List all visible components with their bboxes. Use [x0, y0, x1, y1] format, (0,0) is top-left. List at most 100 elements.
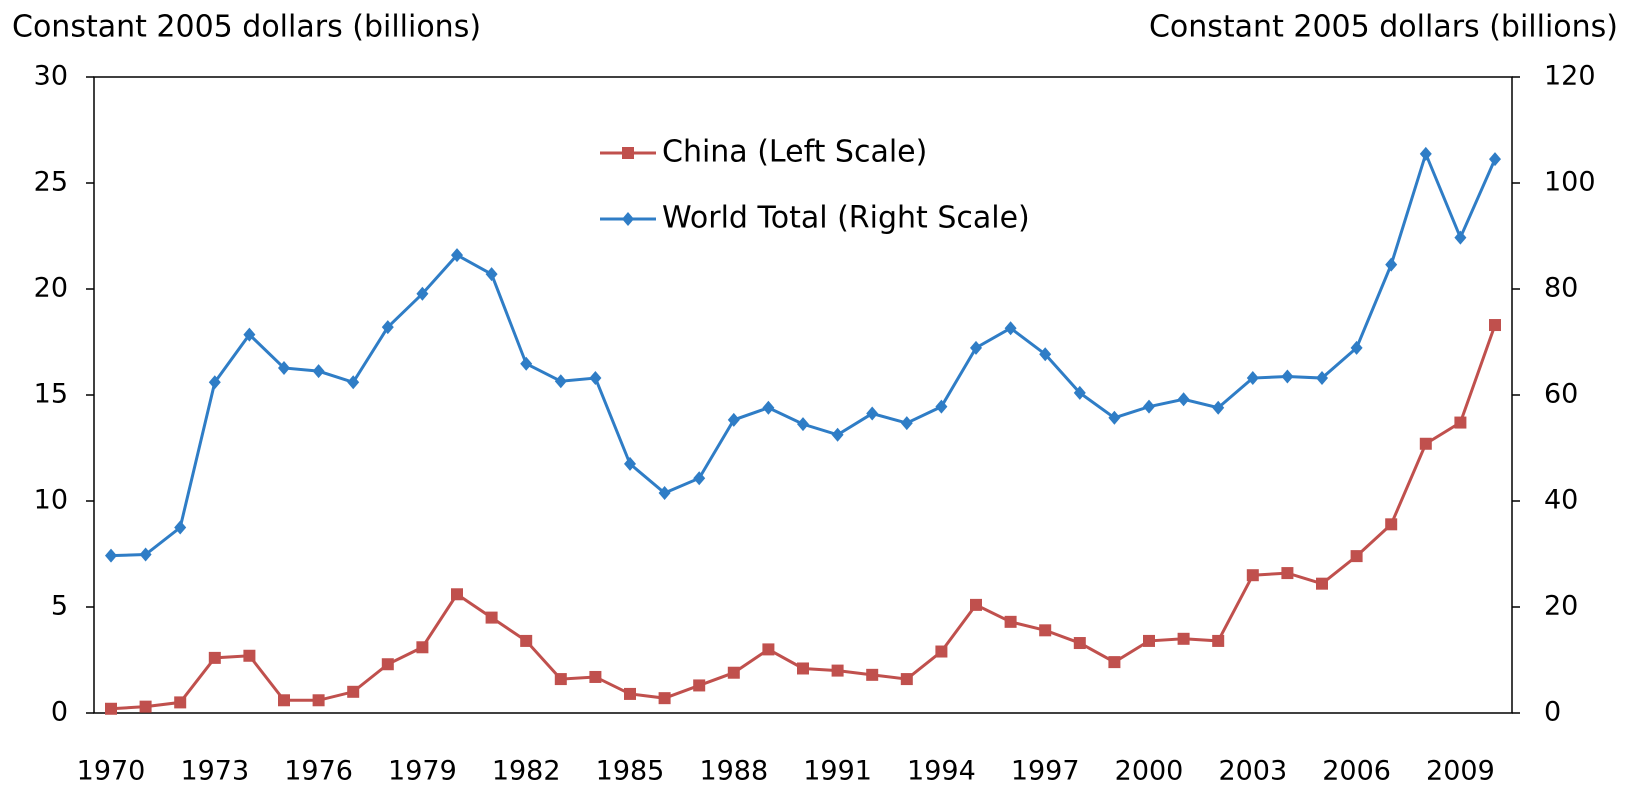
point	[1246, 371, 1259, 386]
y-tick-label: 20	[34, 273, 68, 304]
point	[797, 662, 809, 675]
point	[624, 456, 636, 471]
plot-area	[93, 76, 1513, 714]
point	[1489, 152, 1501, 167]
point	[900, 673, 913, 686]
y-tick-label: 5	[51, 591, 68, 622]
point	[416, 286, 429, 301]
y-tick-label: 15	[34, 379, 68, 410]
point	[866, 406, 879, 421]
point	[1316, 577, 1328, 590]
point	[727, 666, 740, 679]
point	[1073, 637, 1086, 650]
point	[1143, 634, 1155, 647]
point	[451, 248, 463, 263]
point	[381, 658, 394, 671]
legend-label: China (Left Scale)	[662, 135, 927, 170]
x-tick-label: 2000	[1115, 756, 1184, 787]
y2-tick-label: 0	[1544, 697, 1561, 728]
y-tick-label: 30	[34, 61, 68, 92]
point	[658, 486, 671, 501]
point	[1419, 437, 1432, 450]
x-tick-label: 1994	[907, 756, 976, 787]
point	[1454, 230, 1467, 245]
point	[174, 520, 187, 535]
point	[1350, 550, 1363, 563]
x-tick-label: 1976	[284, 756, 353, 787]
point	[1004, 615, 1017, 628]
point	[139, 547, 152, 562]
y-tick-label: 10	[34, 485, 68, 516]
point	[1316, 371, 1328, 386]
point	[1281, 567, 1294, 580]
point	[589, 371, 602, 386]
point	[416, 641, 429, 654]
point	[1039, 347, 1052, 362]
x-tick-label: 1997	[1011, 756, 1080, 787]
point	[935, 645, 948, 658]
point	[208, 375, 221, 390]
y2-tick-label: 80	[1544, 273, 1578, 304]
point	[1489, 319, 1501, 332]
point	[1143, 399, 1155, 414]
point	[1004, 321, 1017, 336]
y2-tick-label: 120	[1544, 61, 1596, 92]
y2-tick-label: 40	[1544, 485, 1578, 516]
point	[1212, 634, 1225, 647]
point	[1281, 369, 1294, 384]
x-tick-label: 2009	[1426, 756, 1495, 787]
point	[762, 400, 775, 415]
legend-marker	[622, 147, 634, 159]
point	[693, 679, 706, 692]
x-tick-label: 2006	[1322, 756, 1391, 787]
point	[105, 702, 117, 715]
point	[520, 356, 533, 371]
legend-marker	[622, 212, 634, 226]
point	[451, 588, 463, 601]
point	[970, 340, 982, 355]
point	[485, 611, 498, 624]
point	[347, 375, 360, 390]
point	[278, 694, 290, 707]
x-tick-label: 1973	[180, 756, 249, 787]
point	[1177, 632, 1190, 645]
point	[970, 598, 982, 611]
point	[347, 685, 360, 698]
x-tick-label: 1991	[803, 756, 872, 787]
x-tick-label: 1982	[492, 756, 561, 787]
x-tick-label: 1985	[596, 756, 665, 787]
legend-label: World Total (Right Scale)	[662, 201, 1030, 236]
point	[1385, 257, 1398, 272]
point	[1454, 416, 1467, 429]
point	[139, 700, 152, 713]
point	[866, 668, 879, 681]
point	[658, 692, 671, 705]
point	[554, 374, 567, 389]
point	[554, 673, 567, 686]
point	[1419, 146, 1432, 161]
point	[1108, 410, 1121, 425]
point	[278, 360, 290, 375]
x-tick-label: 2003	[1218, 756, 1287, 787]
point	[1385, 518, 1398, 531]
point	[520, 634, 533, 647]
point	[1212, 400, 1225, 415]
y2-tick-label: 20	[1544, 591, 1578, 622]
x-tick-label: 1988	[699, 756, 768, 787]
point	[797, 417, 809, 432]
point	[1246, 569, 1259, 582]
point	[693, 471, 706, 486]
point	[312, 364, 325, 379]
y2-tick-label: 60	[1544, 379, 1578, 410]
point	[243, 327, 256, 342]
point	[935, 399, 948, 414]
point	[1073, 385, 1086, 400]
point	[624, 687, 636, 700]
point	[381, 320, 394, 335]
point	[312, 694, 325, 707]
point	[1350, 340, 1363, 355]
point	[485, 267, 498, 282]
x-tick-label: 1970	[77, 756, 146, 787]
point	[727, 412, 740, 427]
